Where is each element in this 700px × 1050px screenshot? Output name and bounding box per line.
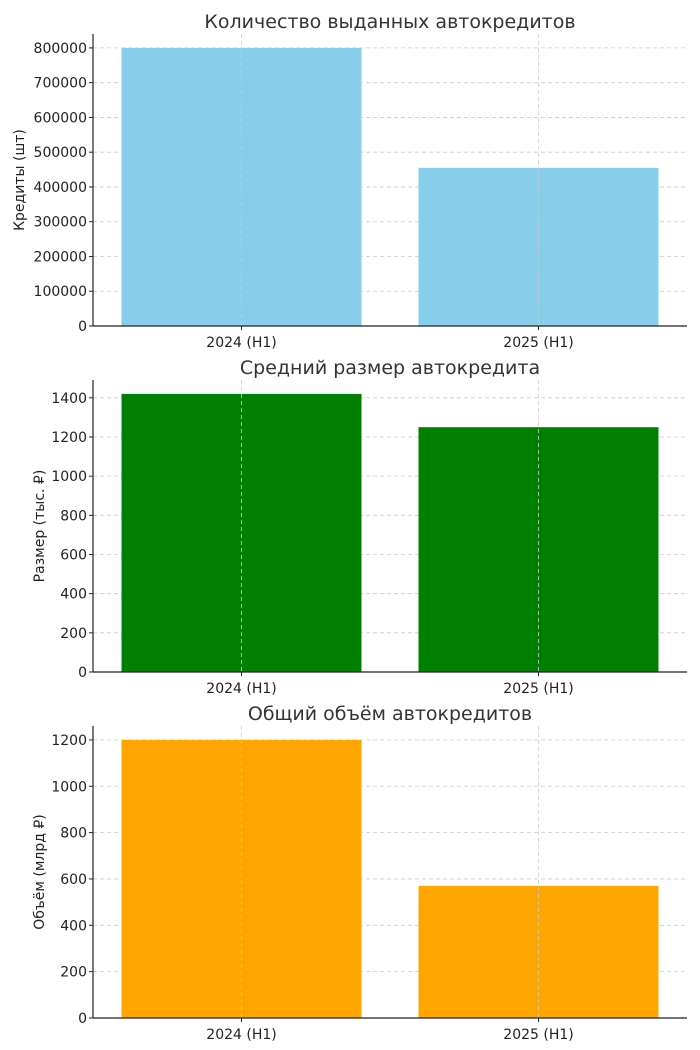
y-tick-label: 0	[78, 665, 87, 681]
y-tick-label: 600	[60, 872, 87, 888]
chart-title: Общий объём автокредитов	[248, 703, 532, 725]
y-tick-label: 1200	[51, 733, 87, 749]
y-tick-label: 0	[78, 319, 87, 335]
chart-panel-total-volume: 0 200 400 600 800 1000 1200 2024 (H1) 2025 (H1) О…	[32, 703, 687, 1043]
y-tick-label: 1400	[51, 391, 87, 407]
bar-2024	[121, 393, 362, 672]
y-tick-label: 600	[60, 547, 87, 563]
x-tick-label: 2025 (H1)	[503, 335, 573, 351]
y-tick-label: 700000	[34, 76, 87, 92]
chart-panel-loan-count: 0 100000 200000 300000 400000 500000 600000 700…	[12, 11, 687, 351]
y-tick-label: 200	[60, 626, 87, 642]
y-tick-label: 800	[60, 826, 87, 842]
y-tick-label: 400	[60, 918, 87, 934]
bar-2024	[121, 47, 362, 327]
y-axis-label: Объём (млрд ₽)	[32, 814, 48, 930]
y-tick-label: 400	[60, 587, 87, 603]
x-tick-label: 2024 (H1)	[206, 335, 276, 351]
y-tick-label: 200	[60, 965, 87, 981]
chart-panel-average-size: 0 200 400 600 800 1000 1200 1400 2024 (H1) 2025 (…	[32, 357, 687, 697]
chart-title: Количество выданных автокредитов	[204, 11, 575, 33]
y-tick-label: 500000	[34, 145, 87, 161]
y-tick-label: 300000	[34, 215, 87, 231]
x-tick-label: 2025 (H1)	[503, 681, 573, 697]
y-tick-label: 1200	[51, 430, 87, 446]
y-tick-label: 1000	[51, 779, 87, 795]
x-tick-label: 2024 (H1)	[206, 1027, 276, 1043]
y-tick-label: 600000	[34, 110, 87, 126]
bar-2024	[121, 739, 362, 1018]
x-tick-label: 2025 (H1)	[503, 1027, 573, 1043]
y-tick-label: 800	[60, 508, 87, 524]
x-tick-label: 2024 (H1)	[206, 681, 276, 697]
chart-title: Средний размер автокредита	[240, 357, 540, 379]
y-tick-label: 800000	[34, 41, 87, 57]
y-axis-label: Размер (тыс. ₽)	[32, 470, 48, 583]
y-tick-label: 100000	[34, 284, 87, 300]
y-tick-label: 200000	[34, 249, 87, 265]
y-axis-label: Кредиты (шт)	[12, 129, 28, 231]
y-tick-label: 400000	[34, 180, 87, 196]
y-tick-label: 1000	[51, 469, 87, 485]
y-tick-label: 0	[78, 1011, 87, 1027]
